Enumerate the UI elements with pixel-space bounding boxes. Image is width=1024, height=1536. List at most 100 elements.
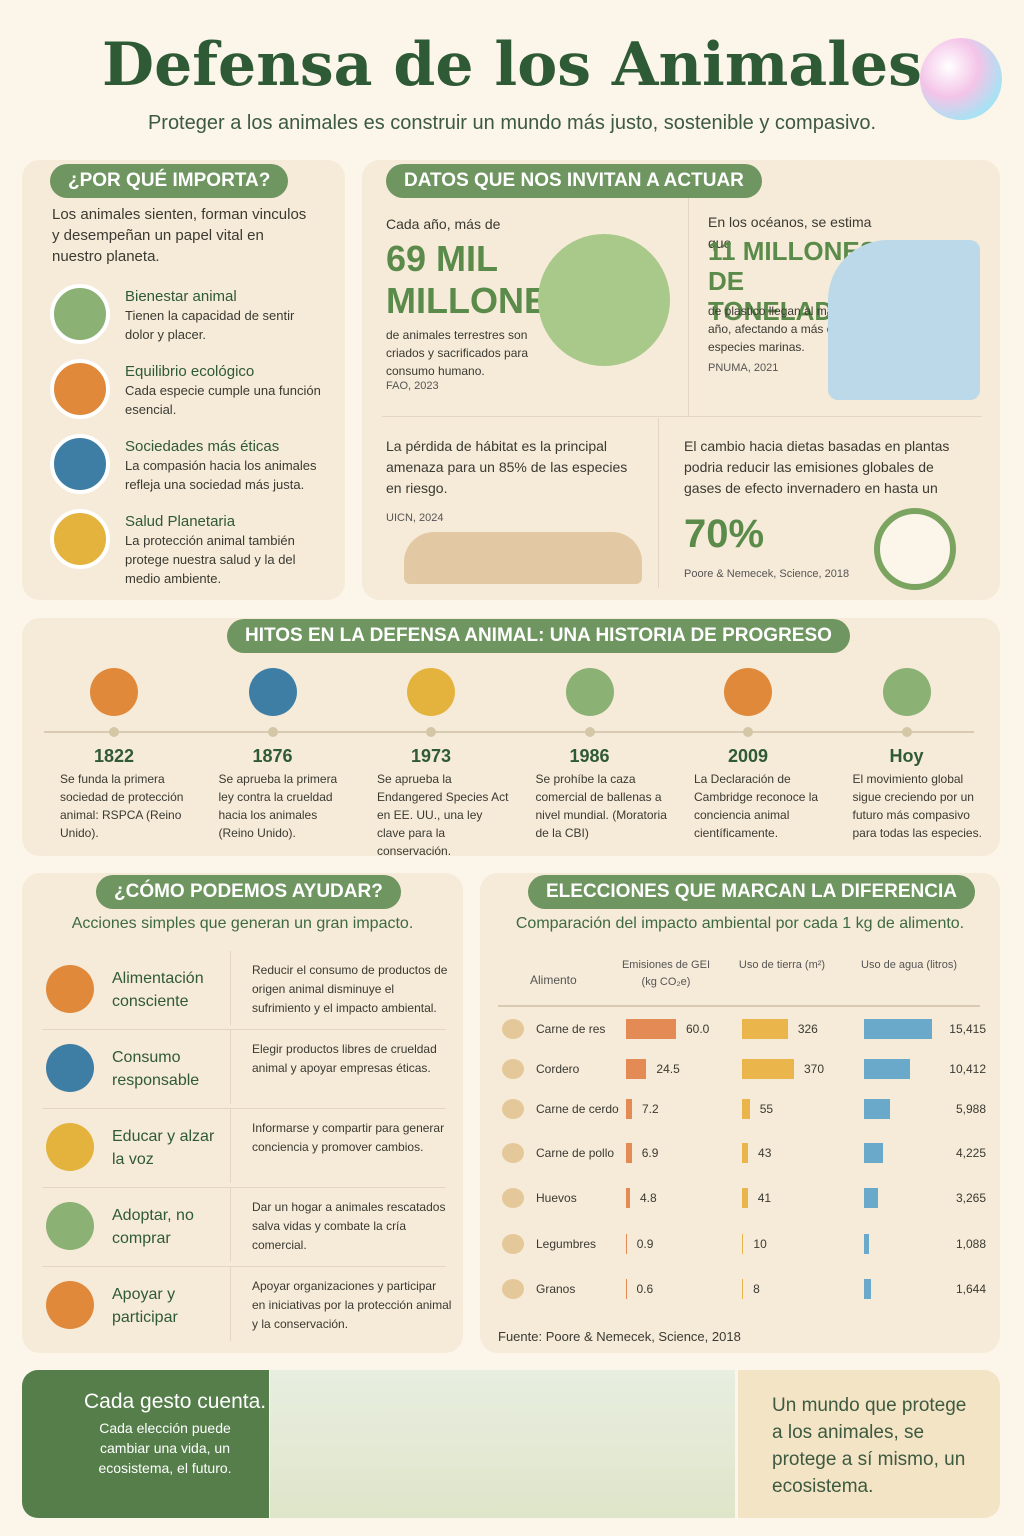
bar	[626, 1059, 647, 1079]
food-icon	[502, 1234, 524, 1254]
bar	[864, 1234, 869, 1254]
fact-lead: Cada año, más de	[386, 216, 501, 232]
animals-illustration	[270, 1370, 735, 1518]
food-name: Cordero	[536, 1062, 580, 1076]
event-icon	[90, 668, 138, 716]
bar	[864, 1019, 932, 1039]
col-divider	[230, 1188, 231, 1262]
fact-figure: 69 MIL MILLONES	[386, 238, 572, 321]
card-text: Cada elección puede cambiar una vida, un…	[98, 1420, 232, 1476]
action-title: Consumo responsable	[112, 1049, 200, 1089]
event-year: 2009	[727, 746, 769, 766]
value-label: 326	[797, 1022, 818, 1036]
leaf-icon	[874, 508, 956, 590]
event-year: 1973	[410, 746, 452, 766]
bar	[626, 1234, 627, 1254]
bar	[742, 1059, 794, 1079]
event-dot	[109, 727, 119, 737]
timeline-axis	[44, 731, 974, 733]
event-icon	[724, 668, 772, 716]
choices-source: Fuente: Poore & Nemecek, Science, 2018	[498, 1329, 741, 1344]
action-title: Adoptar, no comprar	[112, 1207, 194, 1247]
item-icon	[50, 359, 110, 419]
value-label: 15,415	[949, 1022, 986, 1036]
item-icon	[50, 509, 110, 569]
bar	[742, 1234, 744, 1254]
fact-lead: La pérdida de hábitat es la principal am…	[386, 438, 628, 496]
action-title: Educar y alzar la voz	[112, 1128, 215, 1168]
fact-figure: 70%	[684, 512, 765, 556]
event-icon	[407, 668, 455, 716]
quote: Un mundo que protege a los animales, se …	[772, 1395, 967, 1497]
bar	[864, 1279, 872, 1299]
value-label: 370	[804, 1062, 825, 1076]
value-label: 5,988	[955, 1102, 986, 1116]
event-text: La Declaración de Cambridge reconoce la …	[694, 772, 819, 840]
action-icon	[46, 1044, 94, 1092]
value-label: 1,644	[955, 1282, 986, 1296]
event-year: 1822	[93, 746, 135, 766]
event-dot	[901, 727, 912, 737]
value-label: 0.9	[636, 1237, 654, 1251]
logo	[920, 38, 1002, 120]
value-label: 10,412	[949, 1062, 986, 1076]
event-text: Se aprueba la primera ley contra la crue…	[218, 772, 338, 840]
food-icon	[502, 1143, 524, 1163]
event-dot	[584, 727, 595, 737]
stumps-illustration	[404, 532, 642, 584]
bar	[626, 1143, 632, 1163]
event-year: Hoy	[889, 746, 924, 766]
timeline-heading: HITOS EN LA DEFENSA ANIMAL: UNA HISTORIA…	[227, 619, 850, 653]
why-panel: ¿POR QUÉ IMPORTA? Los animales sienten, …	[22, 160, 345, 600]
header-rule	[498, 1005, 980, 1007]
food-name: Carne de pollo	[536, 1146, 615, 1160]
item-title: Salud Planetaria	[125, 513, 236, 530]
event-text: Se funda la primera sociedad de protecci…	[60, 772, 184, 840]
row-divider	[42, 1108, 446, 1109]
value-label: 60.0	[686, 1022, 710, 1036]
gesture-card: Cada gesto cuenta. Cada elección puede c…	[22, 1370, 269, 1518]
title: Defensa de los Animales	[102, 30, 922, 100]
bar	[742, 1143, 749, 1163]
item-title: Bienestar animal	[125, 288, 237, 305]
food-name: Granos	[536, 1282, 576, 1296]
item-icon	[50, 434, 110, 494]
action-text: Reducir el consumo de productos de orige…	[252, 963, 448, 1015]
event-year: 1876	[252, 746, 293, 766]
event-text: Se prohíbe la caza comercial de ballenas…	[535, 772, 667, 840]
action-icon	[46, 965, 94, 1013]
row-divider	[42, 1029, 446, 1030]
col-divider	[230, 1030, 231, 1104]
item-title: Sociedades más éticas	[125, 438, 280, 455]
action-icon	[46, 1281, 94, 1329]
value-label: 10	[753, 1237, 767, 1251]
bar	[864, 1188, 879, 1208]
timeline-panel: HITOS EN LA DEFENSA ANIMAL: UNA HISTORIA…	[22, 618, 1000, 858]
item-text: La compasión hacia los animales refleja …	[125, 458, 317, 492]
food-icon	[502, 1279, 524, 1299]
event-text: El movimiento global sigue creciendo por…	[852, 772, 982, 840]
food-name: Huevos	[536, 1191, 577, 1205]
bar	[742, 1099, 750, 1119]
column-header: Uso de agua (litros)	[861, 959, 957, 971]
food-name: Carne de cerdo	[536, 1102, 619, 1116]
food-icon	[502, 1099, 524, 1119]
why-heading: ¿POR QUÉ IMPORTA?	[50, 164, 289, 198]
value-label: 55	[759, 1102, 774, 1116]
food-name: Legumbres	[536, 1237, 597, 1251]
value-label: 0.6	[636, 1282, 654, 1296]
row-divider	[42, 1187, 446, 1188]
action-text: Elegir productos libres de crueldad anim…	[252, 1042, 437, 1075]
col-divider	[230, 1109, 231, 1183]
action-title: Alimentación consciente	[112, 970, 204, 1010]
choices-heading: ELECCIONES QUE MARCAN LA DIFERENCIA	[528, 875, 975, 909]
event-icon	[565, 668, 614, 716]
item-text: Cada especie cumple una función esencial…	[125, 383, 321, 417]
action-icon	[46, 1202, 94, 1250]
globe-illustration	[538, 234, 670, 366]
bar	[742, 1019, 788, 1039]
column-header: Emisiones de GEI (kg CO₂e)	[621, 959, 711, 988]
bar	[742, 1279, 744, 1299]
value-label: 24.5	[656, 1062, 680, 1076]
item-text: La protección animal también protege nue…	[125, 533, 296, 586]
